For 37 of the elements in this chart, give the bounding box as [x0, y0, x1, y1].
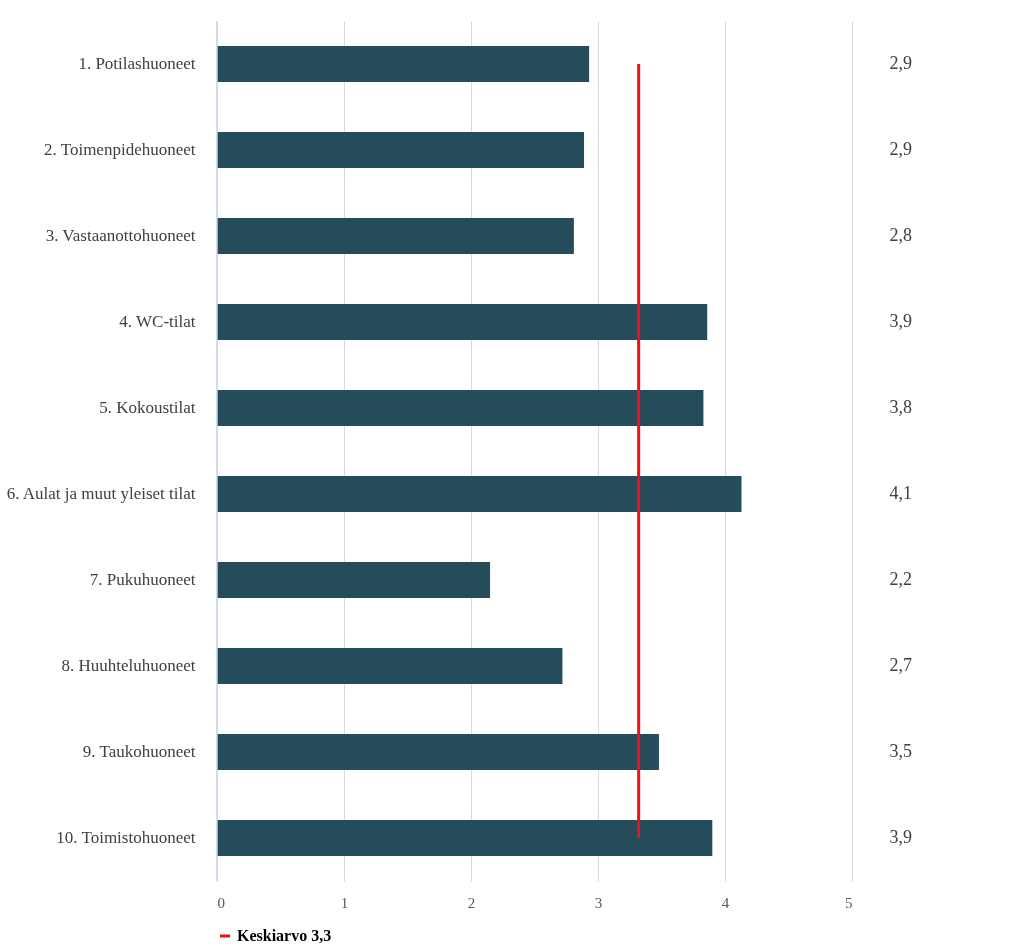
x-tick-label: 3 — [594, 894, 603, 911]
data-label: 3,9 — [889, 311, 912, 331]
bar — [217, 561, 491, 599]
data-label: 3,8 — [889, 397, 912, 417]
bar — [217, 475, 742, 513]
data-label: 2,2 — [889, 569, 912, 589]
data-label: 3,5 — [889, 741, 912, 761]
y-tick-label: 7. Pukuhuoneet — [89, 570, 196, 589]
y-tick-label: 9. Taukohuoneet — [82, 742, 196, 761]
data-label: 4,1 — [889, 483, 912, 503]
y-tick-label: 1. Potilashuoneet — [78, 54, 196, 73]
bar — [217, 733, 659, 771]
x-tick-label: 0 — [217, 894, 225, 911]
x-tick-label: 4 — [721, 894, 730, 911]
bar — [217, 45, 590, 83]
y-tick-label: 4. WC-tilat — [119, 312, 196, 331]
bar — [217, 389, 704, 427]
data-label: 2,8 — [889, 225, 912, 245]
data-label: 2,9 — [889, 139, 912, 159]
x-tick-label: 5 — [845, 894, 853, 911]
legend-label: Keskiarvo 3,3 — [237, 927, 332, 944]
data-label: 2,7 — [889, 655, 912, 675]
y-tick-label: 10. Toimistohuoneet — [56, 828, 196, 847]
y-tick-label: 2. Toimenpidehuoneet — [44, 140, 196, 159]
bar — [217, 647, 563, 685]
data-label: 2,9 — [889, 53, 912, 73]
x-tick-label: 2 — [467, 894, 476, 911]
bar — [217, 217, 574, 255]
x-tick-label: 1 — [340, 894, 349, 911]
bar — [217, 131, 585, 169]
y-tick-label: 5. Kokoustilat — [99, 398, 196, 417]
y-tick-label: 6. Aulat ja muut yleiset tilat — [6, 484, 196, 503]
bar — [217, 303, 708, 341]
y-tick-label: 3. Vastaanottohuoneet — [45, 226, 196, 245]
data-label: 3,9 — [889, 827, 912, 847]
bar — [217, 819, 713, 857]
y-tick-label: 8. Huuhteluhuoneet — [61, 656, 196, 675]
